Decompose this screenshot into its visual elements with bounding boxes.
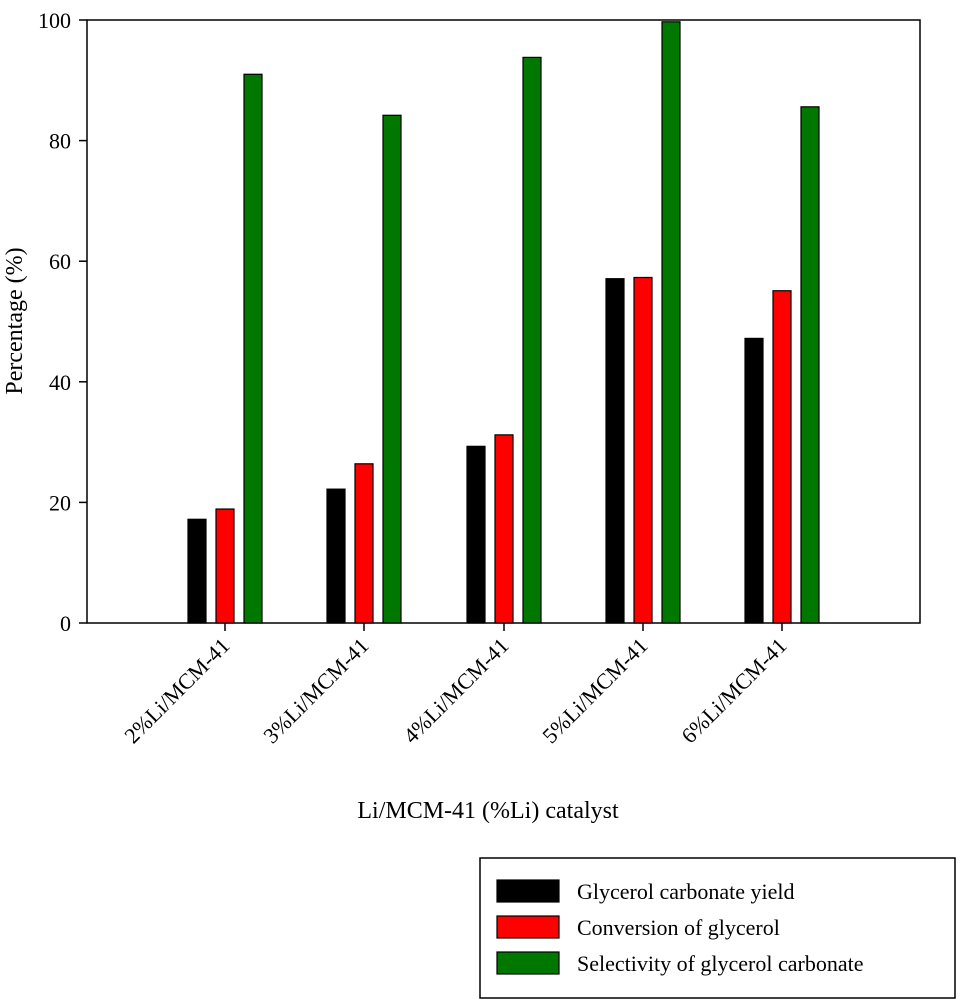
bar-selectivity-of-glycerol-carbonate-2 (522, 56, 542, 624)
y-tick-label: 60 (49, 249, 71, 274)
bar-selectivity-of-glycerol-carbonate-3 (661, 21, 681, 624)
legend-label-glycerol-carbonate-yield: Glycerol carbonate yield (577, 879, 794, 904)
bar-glycerol-carbonate-yield-4 (744, 337, 764, 624)
y-tick-label: 40 (49, 370, 71, 395)
legend-swatch-conversion-of-glycerol (496, 915, 560, 939)
legend-swatch-selectivity-of-glycerol-carbonate (496, 951, 560, 975)
bar-glycerol-carbonate-yield-1 (326, 488, 346, 624)
x-tick-label: 3%Li/MCM-41 (258, 633, 373, 748)
y-tick-label: 20 (49, 490, 71, 515)
plot-area (86, 19, 921, 624)
bar-conversion-of-glycerol-1 (354, 463, 374, 624)
legend-label-selectivity-of-glycerol-carbonate: Selectivity of glycerol carbonate (577, 951, 864, 976)
bars (187, 21, 820, 624)
bar-glycerol-carbonate-yield-2 (466, 445, 486, 624)
legend: Glycerol carbonate yield Conversion of gl… (479, 857, 956, 999)
x-axis: 2%Li/MCM-41 3%Li/MCM-41 4%Li/MCM-41 5%Li/MC… (119, 623, 792, 748)
y-tick-label: 0 (60, 611, 71, 636)
series-selectivity-of-glycerol-carbonate (243, 21, 820, 624)
y-axis-label: Percentage (%) (2, 247, 28, 394)
bar-conversion-of-glycerol-3 (633, 276, 653, 624)
legend-swatch-glycerol-carbonate-yield (496, 879, 560, 903)
bar-selectivity-of-glycerol-carbonate-4 (800, 106, 820, 624)
legend-label-conversion-of-glycerol: Conversion of glycerol (577, 915, 780, 940)
bar-glycerol-carbonate-yield-3 (605, 278, 625, 624)
bar-conversion-of-glycerol-2 (494, 434, 514, 624)
series-conversion-of-glycerol (215, 276, 792, 624)
y-tick-label: 80 (49, 129, 71, 154)
bar-selectivity-of-glycerol-carbonate-1 (382, 114, 402, 624)
bar-conversion-of-glycerol-4 (772, 290, 792, 624)
x-axis-label: Li/MCM-41 (%Li) catalyst (357, 798, 619, 824)
bar-conversion-of-glycerol-0 (215, 508, 235, 624)
series-glycerol-carbonate-yield (187, 278, 764, 624)
bar-selectivity-of-glycerol-carbonate-0 (243, 73, 263, 624)
x-tick-label: 5%Li/MCM-41 (537, 633, 652, 748)
x-tick-label: 4%Li/MCM-41 (398, 633, 513, 748)
y-tick-label: 100 (38, 8, 71, 33)
x-tick-label: 6%Li/MCM-41 (676, 633, 791, 748)
bar-glycerol-carbonate-yield-0 (187, 518, 207, 624)
x-tick-label: 2%Li/MCM-41 (119, 633, 234, 748)
y-axis: 0 20 40 60 80 100 (38, 8, 87, 636)
